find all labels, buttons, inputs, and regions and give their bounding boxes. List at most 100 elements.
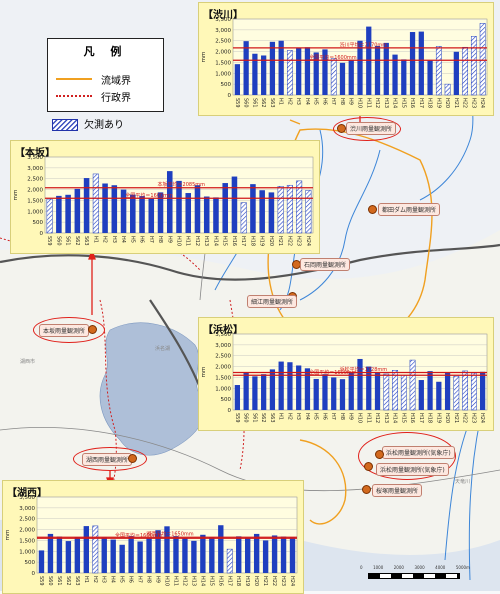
x-tick-label: H15 (222, 236, 228, 246)
bar (479, 371, 486, 410)
x-tick-label: S59 (38, 576, 44, 586)
x-tick-label: H11 (365, 98, 371, 108)
station-highlight-oval (73, 447, 147, 471)
station-label-hosoe[interactable]: 細江雨量観測所 (247, 295, 298, 308)
x-tick-label: S59 (234, 413, 240, 423)
bar (261, 374, 267, 410)
chart-panel-hamamatsu: 【浜松】 0 500 1,000 1,500 2,000 2,500 3,000 3,500 mm… (198, 317, 494, 431)
lake-hamana (99, 322, 205, 456)
bar-missing (286, 184, 293, 234)
station-label-sakura[interactable]: 桜塚雨量観測所 (372, 484, 423, 497)
bar-missing (287, 50, 293, 96)
station-highlight-oval (33, 317, 105, 343)
x-tick-label: H22 (271, 576, 277, 586)
x-tick-label: H11 (185, 236, 191, 246)
x-tick-label: S61 (251, 98, 257, 108)
bar-missing (330, 58, 337, 96)
chart-title: 【本坂】 (15, 148, 55, 159)
bar (409, 32, 416, 95)
x-tick-label: S60 (47, 576, 53, 586)
bar (56, 536, 63, 573)
station-label-tsuzuki[interactable]: 都田ダム雨量観測所 (378, 203, 441, 216)
y-tick-label: 500 (33, 220, 44, 226)
x-tick-label: H4 (110, 576, 116, 583)
reference-line-label: 全国平均＝1600mm (309, 54, 357, 61)
station-label-ishioka[interactable]: 石岡雨量観測所 (300, 258, 351, 271)
x-tick-label: H4 (304, 98, 310, 105)
station-marker[interactable] (362, 485, 371, 494)
x-tick-label: H7 (330, 98, 336, 105)
x-tick-label: H17 (226, 576, 232, 586)
bar (322, 49, 328, 95)
x-tick-label: S59 (46, 236, 52, 246)
chart-panel-kosai: 【湖西】 0 500 1,000 1,500 2,000 2,500 3,000 3,500 mm… (2, 480, 304, 594)
legend-admin-row: 行政界 (56, 89, 166, 104)
bar-missing (470, 372, 477, 411)
x-tick-label: H18 (235, 576, 241, 586)
bar (155, 530, 161, 573)
station-marker[interactable] (368, 205, 377, 214)
bar (269, 41, 276, 95)
x-tick-label: H10 (357, 413, 363, 423)
station-label-kosai[interactable]: 湖西雨量観測所 (82, 453, 133, 466)
bar (137, 541, 143, 573)
bar (243, 372, 249, 410)
chart-title: 【湖西】 (7, 488, 47, 499)
x-tick-label: S61 (65, 236, 71, 246)
bar (269, 369, 276, 410)
station-label-shibukawa[interactable]: 渋川雨量観測所 (346, 122, 397, 135)
bar-missing (92, 525, 99, 574)
reference-line-label: 全国平均＝1600mm (309, 369, 357, 376)
station-label-motosaka[interactable]: 本坂雨量観測所 (39, 324, 90, 337)
bar (418, 31, 424, 96)
y-axis-label: mm (5, 530, 11, 541)
x-tick-label: H17 (418, 413, 424, 423)
x-tick-label: H3 (295, 413, 301, 420)
x-tick-label: H13 (383, 413, 389, 423)
x-tick-label: H6 (139, 236, 145, 243)
bar (383, 42, 389, 95)
scale-labels: 0 1000 2000 3000 4000 5000m (360, 565, 470, 570)
station-marker[interactable] (364, 462, 373, 471)
y-tick-label: 1,000 (27, 209, 43, 215)
x-tick-label: H13 (383, 98, 389, 108)
bar (253, 533, 260, 573)
bar (173, 536, 179, 573)
x-tick-label: H5 (313, 413, 319, 420)
bar (245, 537, 251, 573)
x-tick-label: H24 (479, 98, 485, 108)
x-tick-label: H15 (208, 576, 214, 586)
legend-basin-label: 流域界 (101, 76, 131, 87)
bar (322, 374, 328, 410)
x-tick-label: H16 (231, 236, 237, 246)
station-marker[interactable] (375, 450, 384, 459)
x-tick-label: H12 (374, 413, 380, 423)
x-tick-label: H5 (129, 236, 135, 243)
y-tick-label: 3,500 (215, 17, 231, 23)
x-tick-label: H9 (348, 413, 354, 420)
x-tick-label: H3 (101, 576, 107, 583)
station-marker[interactable] (88, 325, 97, 334)
station-marker[interactable] (128, 454, 137, 463)
bar (56, 195, 62, 233)
x-tick-label: H24 (479, 413, 485, 423)
x-tick-label: H8 (339, 98, 345, 105)
bar (209, 537, 215, 573)
bar (65, 194, 71, 233)
x-tick-label: S62 (74, 236, 80, 246)
x-tick-label: H5 (119, 576, 125, 583)
bar (139, 196, 145, 233)
bar (194, 185, 201, 233)
bar (366, 366, 372, 410)
station-marker[interactable] (337, 124, 346, 133)
bar (453, 51, 459, 95)
hatch-swatch (52, 119, 78, 131)
bar (102, 183, 108, 233)
bar (357, 358, 363, 410)
station-label-hamamatsu[interactable]: 浜松雨量観測所(気象庁) (382, 446, 455, 459)
chart-panel-shibukawa: 【渋川】 0 500 1,000 1,500 2,000 2,500 3,000 3,500 mm… (198, 2, 494, 116)
bar (38, 550, 45, 573)
station-label-hamamatsu-2[interactable]: 浜松雨量観測所(気象庁) (376, 463, 449, 476)
x-tick-label: H17 (418, 98, 424, 108)
